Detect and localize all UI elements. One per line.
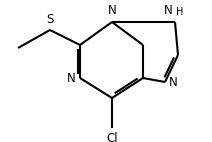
Text: H: H	[176, 7, 183, 17]
Text: Cl: Cl	[106, 132, 118, 142]
Text: S: S	[46, 13, 54, 26]
Text: N: N	[164, 4, 173, 17]
Text: N: N	[67, 72, 76, 84]
Text: N: N	[169, 76, 178, 88]
Text: N: N	[108, 4, 116, 17]
